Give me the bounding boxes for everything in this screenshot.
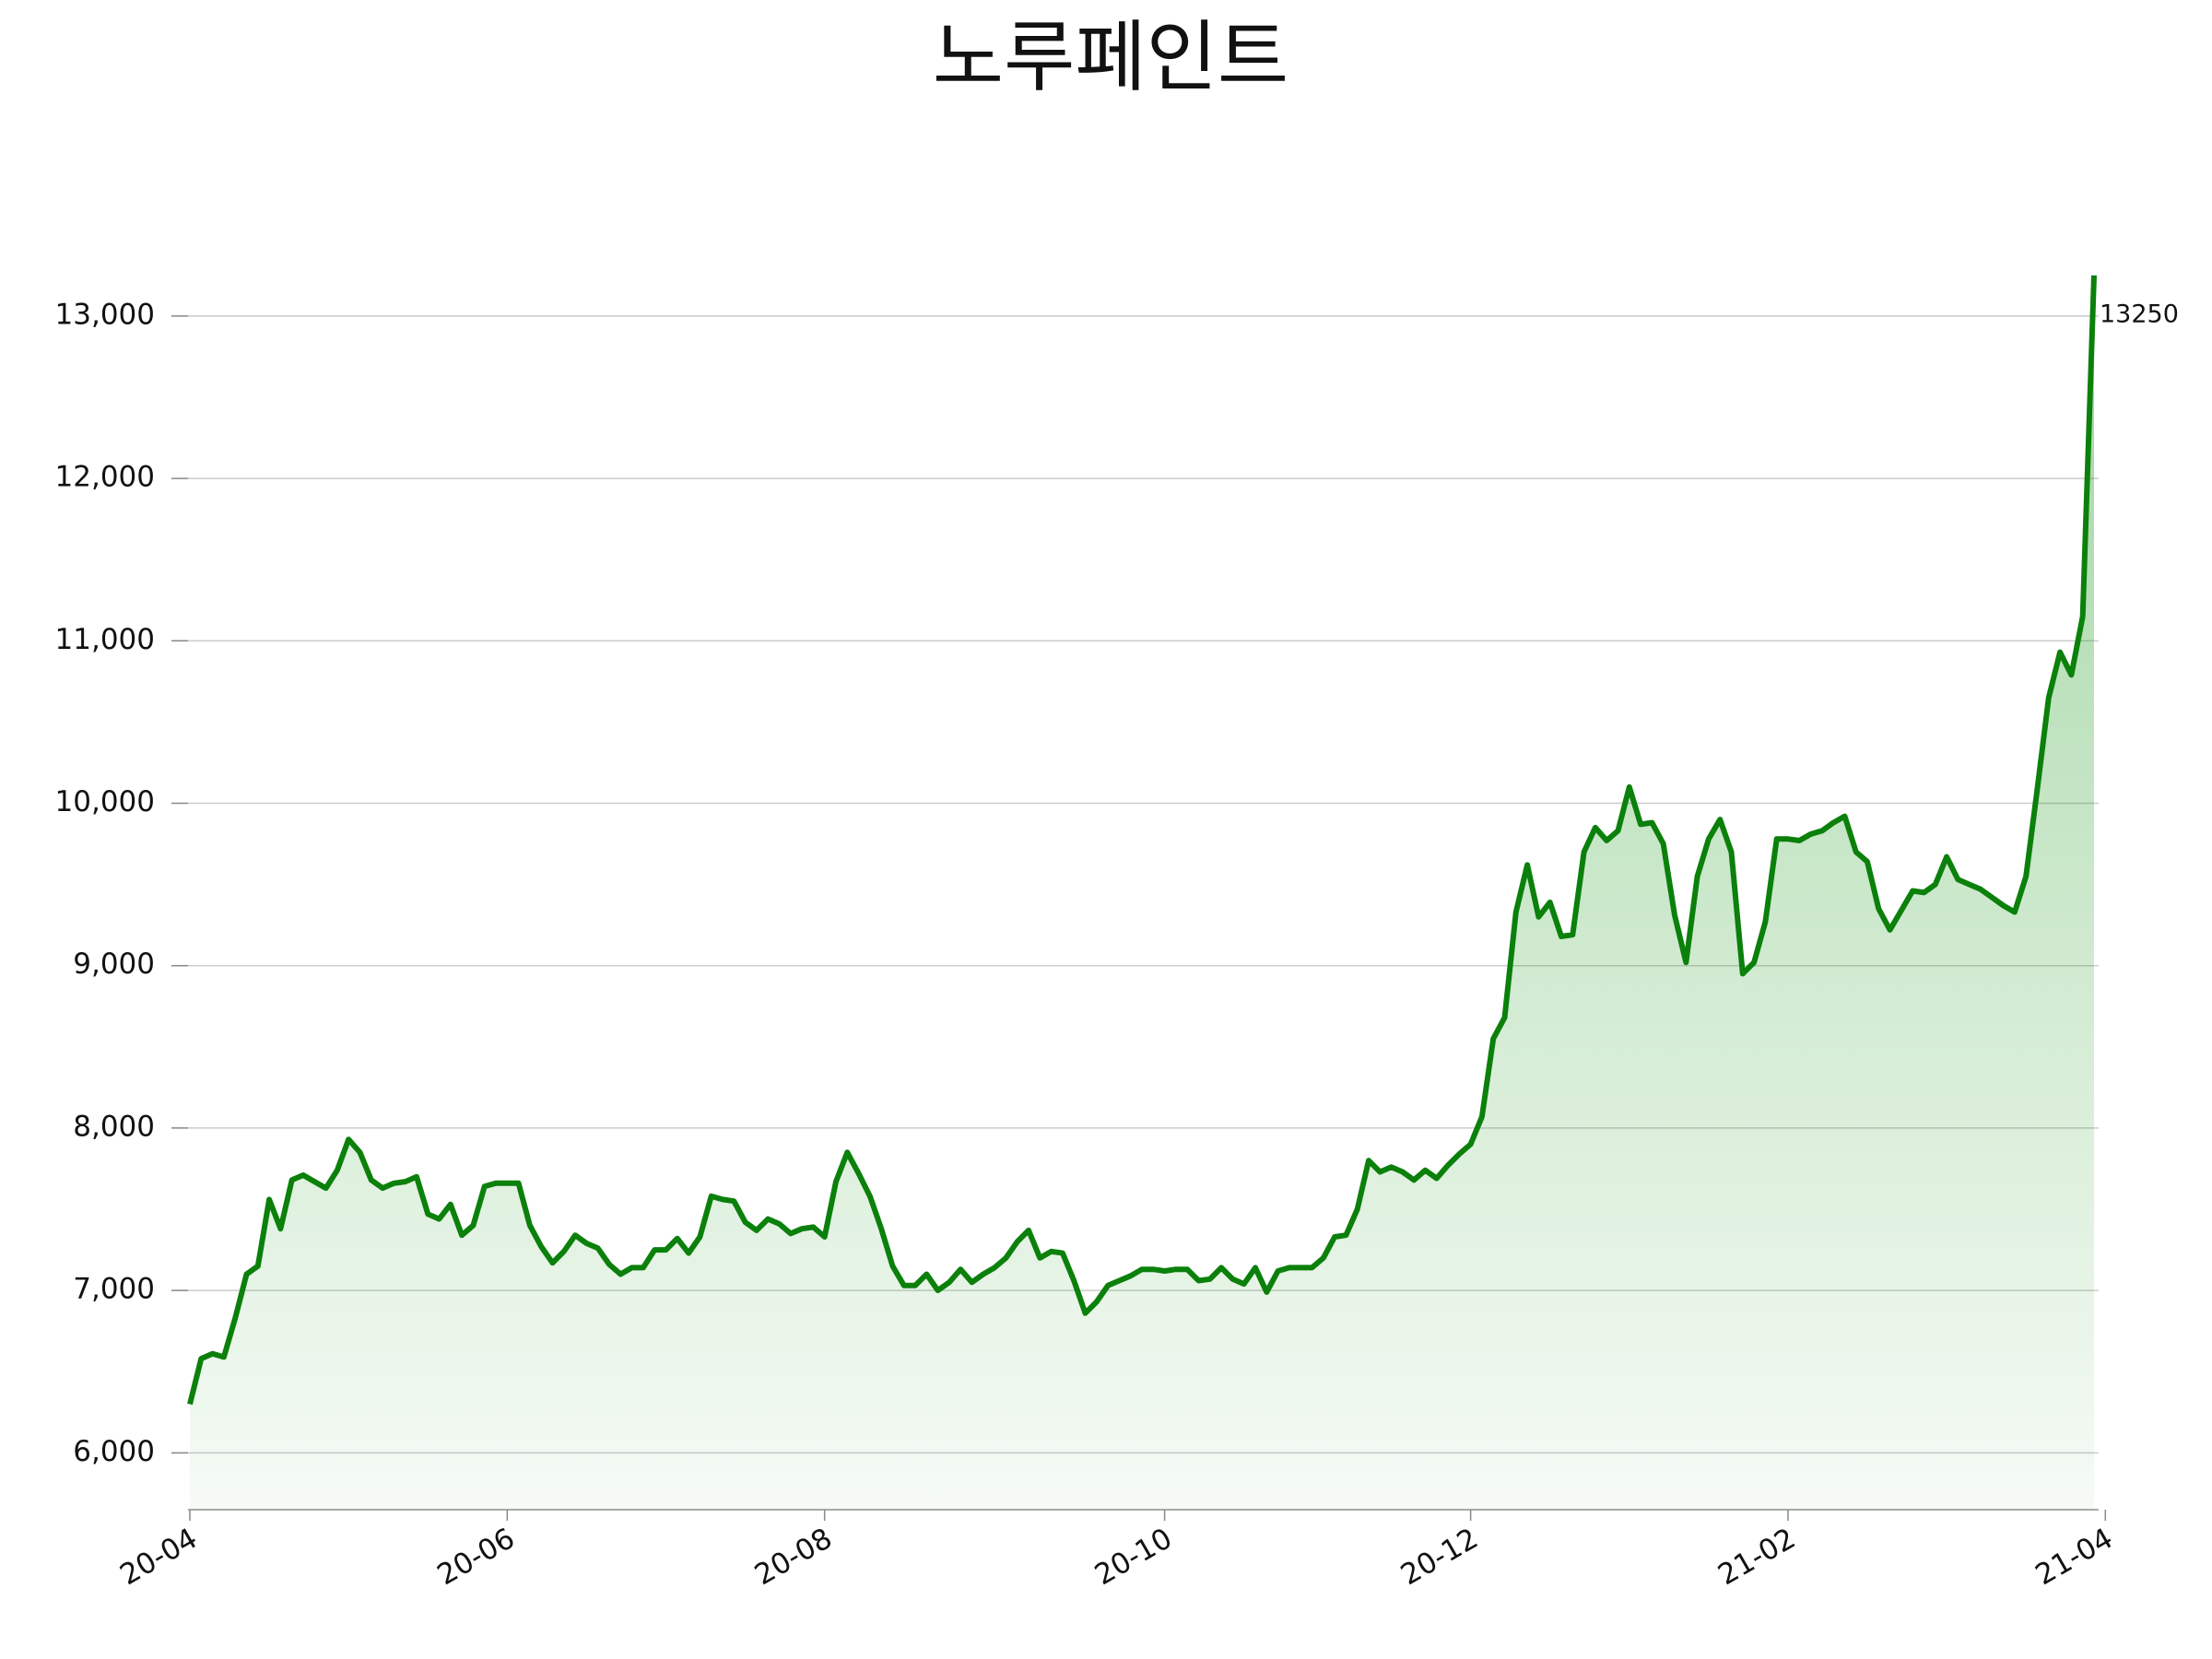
last-value-label: 13250: [2100, 300, 2179, 329]
x-tick-label: 21-04: [2030, 1522, 2119, 1592]
y-tick-label: 13,000: [55, 298, 155, 331]
y-tick-label: 6,000: [73, 1435, 155, 1468]
area: [190, 275, 2094, 1510]
y-tick-label: 11,000: [55, 623, 155, 656]
x-tick-label: 20-12: [1395, 1522, 1484, 1592]
x-tick-label: 20-10: [1089, 1522, 1178, 1592]
x-tick-label: 20-06: [432, 1522, 521, 1592]
y-tick-label: 7,000: [73, 1273, 155, 1306]
x-tick-label: 20-04: [114, 1522, 203, 1592]
x-tick-label: 20-08: [749, 1522, 838, 1592]
y-tick-label: 10,000: [55, 785, 155, 818]
line: [187, 275, 2097, 1406]
y-tick-label: 9,000: [73, 947, 155, 981]
y-tick-label: 8,000: [73, 1110, 155, 1143]
chart-title: 노루페인트: [933, 12, 1288, 102]
y-tick-label: 12,000: [55, 461, 155, 494]
x-tick-label: 21-02: [1712, 1522, 1801, 1592]
